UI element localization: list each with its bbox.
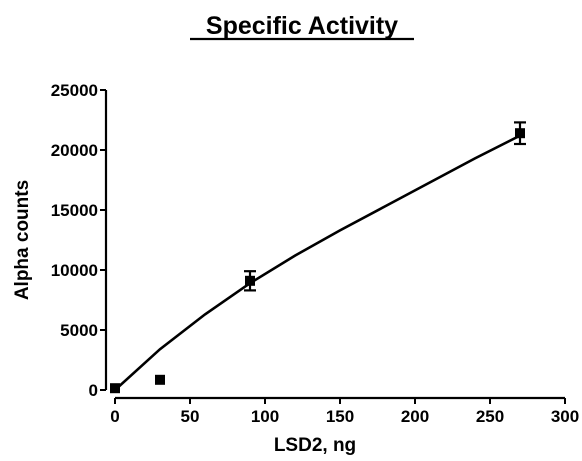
y-tick-label: 15000 <box>51 201 98 220</box>
y-tick-label: 20000 <box>51 141 98 160</box>
data-point <box>110 383 120 394</box>
y-axis-title: Alpha counts <box>12 180 33 300</box>
x-tick-label: 200 <box>401 407 429 426</box>
data-point <box>515 128 525 139</box>
x-axis-ticks: 0 50 100 150 200 250 300 <box>110 398 579 426</box>
x-tick-label: 150 <box>326 407 354 426</box>
x-tick-label: 250 <box>476 407 504 426</box>
chart-title: Specific Activity <box>206 12 398 40</box>
x-tick-label: 100 <box>251 407 279 426</box>
y-tick-label: 0 <box>89 381 98 400</box>
x-tick-label: 50 <box>181 407 200 426</box>
x-tick-label: 300 <box>551 407 579 426</box>
data-point <box>245 275 255 286</box>
x-axis-title: LSD2, ng <box>274 435 356 456</box>
data-point <box>155 374 165 385</box>
y-tick-label: 10000 <box>51 261 98 280</box>
y-tick-label: 5000 <box>60 321 98 340</box>
y-tick-label: 25000 <box>51 81 98 100</box>
x-tick-label: 0 <box>110 407 119 426</box>
fit-curve <box>114 134 521 391</box>
data-points <box>110 121 526 394</box>
y-axis-ticks: 0 5000 10000 15000 20000 25000 <box>51 81 106 400</box>
